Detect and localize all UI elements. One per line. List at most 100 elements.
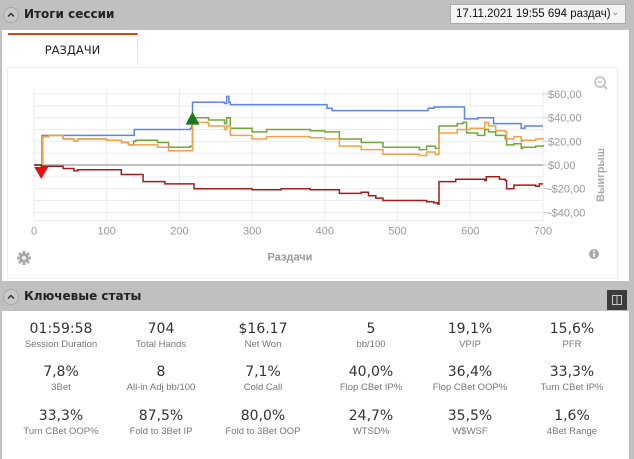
y-axis-ticks: $60,00 $40,00 $20,00 $0,00 -$20,00 -$40,00 xyxy=(543,89,585,219)
stat-label: All-in Adj bb/100 xyxy=(126,382,196,393)
stat-value: 7,8% xyxy=(43,364,79,380)
tab-hands[interactable]: РАЗДАЧИ xyxy=(8,33,138,65)
stat-value: 80,0% xyxy=(240,408,286,424)
series-line-red xyxy=(34,164,543,205)
stat-item: 01:59:58 Session Duration xyxy=(11,321,111,351)
series-line-orange xyxy=(34,121,544,166)
winnings-chart-svg: 0 100 200 300 400 500 600 700 $60,00 $40,00 $20,0… xyxy=(17,76,608,265)
chevron-up-icon xyxy=(7,12,15,18)
stat-label: bb/100 xyxy=(356,339,386,350)
stat-value: 1,6% xyxy=(554,408,590,424)
stat-item: 24,7% WTSD% xyxy=(321,408,421,438)
stat-label: W$WSF xyxy=(452,426,488,437)
stat-value: 15,6% xyxy=(549,321,595,337)
stat-value: 01:59:58 xyxy=(29,321,93,337)
stat-item: 7,1% Cold Call xyxy=(213,364,313,394)
stat-value: 40,0% xyxy=(348,364,394,380)
session-summary-header: Итоги сессии 17.11.2021 19:55 694 раздач… xyxy=(0,0,634,30)
chart-markers xyxy=(34,111,200,179)
key-stats-panel: 01:59:58 Session Duration 704 Total Hands $1… xyxy=(0,311,629,459)
stat-label: WTSD% xyxy=(352,426,390,437)
stat-label: Turn CBet OOP% xyxy=(23,426,99,437)
y-tick-label: -$40,00 xyxy=(548,207,585,219)
collapse-session-summary-button[interactable] xyxy=(3,7,19,23)
collapse-key-stats-button[interactable] xyxy=(3,289,19,305)
stat-value: 19,1% xyxy=(447,321,493,337)
x-axis-ticks: 0 100 200 300 400 500 600 700 xyxy=(31,226,552,238)
stat-item: 36,4% Flop CBet OOP% xyxy=(420,364,520,394)
columns-icon xyxy=(612,295,622,305)
panel-border xyxy=(629,30,634,281)
session-summary-title: Итоги сессии xyxy=(24,7,115,21)
x-tick-label: 400 xyxy=(316,226,334,238)
y-tick-label: $40,00 xyxy=(548,113,582,125)
stat-item: 40,0% Flop CBet IP% xyxy=(321,364,421,394)
x-axis-label: Раздачи xyxy=(268,252,313,264)
stat-label: Flop CBet OOP% xyxy=(432,382,508,393)
stat-item: 80,0% Fold to 3Bet OOP xyxy=(213,408,313,438)
chevron-up-icon xyxy=(7,294,15,300)
x-tick-label: 700 xyxy=(534,226,552,238)
stat-item: 5 bb/100 xyxy=(321,321,421,351)
settings-gear-icon[interactable] xyxy=(17,251,31,265)
stat-item: 7,8% 3Bet xyxy=(11,364,111,394)
stat-label: PFR xyxy=(562,339,582,350)
y-tick-label: $60,00 xyxy=(548,89,582,101)
stat-value: 704 xyxy=(147,321,175,337)
min-marker xyxy=(34,167,49,179)
stat-label: Turn CBet IP% xyxy=(540,382,604,393)
stat-item: 19,1% VPIP xyxy=(420,321,520,351)
key-stats-title: Ключевые статы xyxy=(24,289,142,303)
x-tick-label: 200 xyxy=(170,226,188,238)
stat-item: 33,3% Turn CBet IP% xyxy=(522,364,622,394)
stat-label: Total Hands xyxy=(135,339,187,350)
session-summary-panel: РАЗДАЧИ 0 100 200 300 400 500 600 700 $60,00 $40… xyxy=(0,30,629,281)
key-stats-header: Ключевые статы xyxy=(0,283,634,311)
stat-value: 33,3% xyxy=(549,364,595,380)
x-tick-label: 100 xyxy=(98,226,116,238)
max-marker xyxy=(185,111,200,125)
y-tick-label: -$20,00 xyxy=(548,184,585,196)
winnings-chart: 0 100 200 300 400 500 600 700 $60,00 $40,00 $20,0… xyxy=(7,67,618,279)
stat-label: Net Won xyxy=(244,339,282,350)
zoom-out-icon[interactable] xyxy=(594,76,608,90)
series-line-blue xyxy=(34,95,543,166)
stat-label: Flop CBet IP% xyxy=(339,382,403,393)
stat-value: 8 xyxy=(156,364,166,380)
session-select-dropdown[interactable]: 17.11.2021 19:55 694 раздач) ⌄ xyxy=(450,4,626,24)
y-tick-label: $0,00 xyxy=(548,160,576,172)
stat-label: Fold to 3Bet OOP xyxy=(225,426,301,437)
stat-value: $16.17 xyxy=(238,321,288,337)
layout-columns-button[interactable] xyxy=(607,290,627,310)
stat-value: 36,4% xyxy=(447,364,493,380)
stat-label: 3Bet xyxy=(51,382,71,393)
stat-label: Fold to 3Bet IP xyxy=(129,426,193,437)
stat-value: 35,5% xyxy=(447,408,493,424)
y-axis-label: Выигрыш xyxy=(595,148,607,202)
chart-grid xyxy=(33,89,544,222)
x-tick-label: 600 xyxy=(461,226,479,238)
stat-label: Cold Call xyxy=(243,382,283,393)
stat-value: 24,7% xyxy=(348,408,394,424)
chart-series xyxy=(34,95,544,205)
stat-value: 33,3% xyxy=(38,408,84,424)
info-icon[interactable] xyxy=(589,249,599,259)
stat-item: $16.17 Net Won xyxy=(213,321,313,351)
x-tick-label: 300 xyxy=(243,226,261,238)
stat-label: Session Duration xyxy=(24,339,98,350)
tab-hands-label: РАЗДАЧИ xyxy=(44,43,101,57)
stat-value: 5 xyxy=(366,321,376,337)
stat-label: 4Bet Range xyxy=(546,426,598,437)
x-tick-label: 500 xyxy=(388,226,406,238)
x-tick-label: 0 xyxy=(31,226,37,238)
stat-item: 87,5% Fold to 3Bet IP xyxy=(111,408,211,438)
stat-value: 87,5% xyxy=(138,408,184,424)
y-tick-label: $20,00 xyxy=(548,136,582,148)
stat-item: 35,5% W$WSF xyxy=(420,408,520,438)
session-select-value: 17.11.2021 19:55 694 раздач) xyxy=(456,8,611,20)
stat-item: 8 All-in Adj bb/100 xyxy=(111,364,211,394)
stat-value: 7,1% xyxy=(245,364,281,380)
stat-item: 704 Total Hands xyxy=(111,321,211,351)
stat-label: VPIP xyxy=(459,339,481,350)
stat-item: 15,6% PFR xyxy=(522,321,622,351)
